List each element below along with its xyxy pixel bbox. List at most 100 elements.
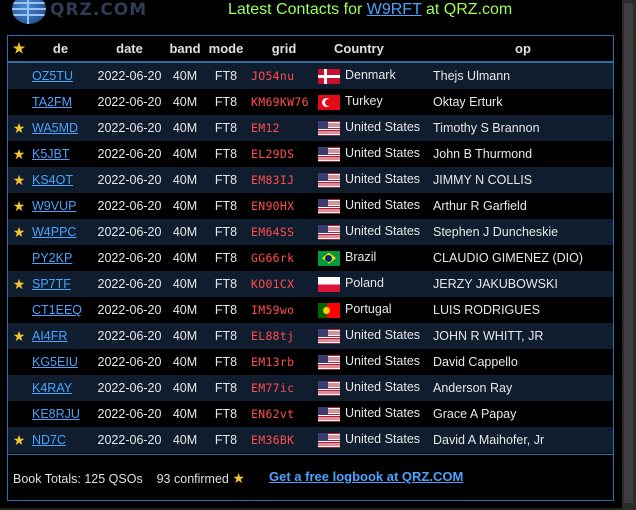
grid-cell: EN62vt (251, 407, 295, 421)
star-icon: ★ (232, 470, 245, 486)
op-cell: Timothy S Brannon (433, 121, 540, 135)
country-cell: United States (318, 193, 433, 219)
callsign-link[interactable]: AI4FR (32, 329, 68, 343)
flag-icon (318, 276, 340, 292)
confirmed-cell: ★ (8, 115, 30, 141)
callsign-link[interactable]: K4RAY (32, 381, 73, 395)
country-cell: Poland (318, 271, 433, 297)
callsign-link[interactable]: WA5MD (32, 121, 79, 135)
op-cell: JERZY JAKUBOWSKI (433, 277, 558, 291)
date-cell: 2022-06-20 (97, 277, 162, 291)
qrz-logo[interactable]: QRZ.COM (12, 0, 152, 24)
contacts-table: ★ de date band mode grid Country op OZ5T… (8, 36, 613, 453)
callsign-link[interactable]: CT1EEQ (32, 303, 83, 317)
callsign-cell: K4RAY (30, 375, 91, 401)
callsign-link[interactable]: ND7C (32, 433, 67, 447)
band-cell: 40M (172, 381, 198, 395)
grid-cell: EM13rb (251, 355, 295, 369)
mode-cell: FT8 (214, 303, 238, 317)
callsign-link[interactable]: W9RFT (366, 1, 422, 18)
callsign-link[interactable]: KS4OT (32, 173, 73, 187)
mode-cell: FT8 (214, 277, 238, 291)
star-icon: ★ (12, 145, 26, 162)
country-cell: United States (318, 323, 433, 349)
mode-cell: FT8 (214, 147, 238, 161)
confirmed-cell: ★ (8, 427, 30, 453)
flag-icon (318, 380, 340, 396)
callsign-cell: W4PPC (30, 219, 91, 245)
col-header-country: Country (334, 41, 384, 56)
country-cell: United States (318, 141, 433, 167)
col-header-op: op (515, 41, 531, 56)
scrollbar-thumb[interactable] (624, 3, 633, 503)
country-name: United States (345, 224, 421, 239)
callsign-cell: SP7TF (30, 271, 91, 297)
callsign-link[interactable]: W4PPC (32, 225, 77, 239)
country-name: Poland (345, 276, 384, 291)
date-cell: 2022-06-20 (97, 407, 162, 421)
totals-count: Book Totals: 125 QSOs (13, 472, 143, 486)
date-cell: 2022-06-20 (97, 433, 162, 447)
callsign-link[interactable]: PY2KP (32, 251, 73, 265)
title-suffix: at QRZ.com (426, 1, 513, 18)
callsign-link[interactable]: K5JBT (32, 147, 70, 161)
table-row: ★ KS4OT 2022-06-20 40M FT8 EM83IJ United State… (8, 167, 613, 193)
op-cell: JOHN R WHITT, JR (433, 329, 544, 343)
free-logbook-link[interactable]: Get a free logbook at QRZ.COM (269, 469, 464, 484)
date-cell: 2022-06-20 (97, 355, 162, 369)
callsign-link[interactable]: KE8RJU (32, 407, 80, 421)
table-body: OZ5TU 2022-06-20 40M FT8 JO54nu Denmark Thejs … (8, 62, 613, 453)
vertical-scrollbar[interactable] (622, 0, 636, 510)
confirmed-cell (8, 245, 30, 271)
date-cell: 2022-06-20 (97, 95, 162, 109)
date-cell: 2022-06-20 (97, 173, 162, 187)
flag-icon (318, 94, 340, 110)
band-cell: 40M (172, 69, 198, 83)
date-cell: 2022-06-20 (97, 381, 162, 395)
table-row: ★ AI4FR 2022-06-20 40M FT8 EL88tj United State… (8, 323, 613, 349)
band-cell: 40M (172, 303, 198, 317)
confirmed-cell: ★ (8, 141, 30, 167)
date-cell: 2022-06-20 (97, 225, 162, 239)
callsign-link[interactable]: SP7TF (32, 277, 71, 291)
op-cell: John B Thurmond (433, 147, 533, 161)
band-cell: 40M (172, 147, 198, 161)
country-name: United States (345, 406, 421, 421)
star-icon: ★ (12, 40, 26, 56)
country-cell: Denmark (318, 62, 433, 89)
country-cell: United States (318, 115, 433, 141)
table-row: ★ W4PPC 2022-06-20 40M FT8 EM64SS United State… (8, 219, 613, 245)
star-icon: ★ (12, 223, 26, 240)
op-cell: Arthur R Garfield (433, 199, 527, 213)
band-cell: 40M (172, 329, 198, 343)
callsign-link[interactable]: KG5EIU (32, 355, 78, 369)
confirmed-count: 93 confirmed (156, 472, 229, 486)
mode-cell: FT8 (214, 355, 238, 369)
book-totals: Book Totals: 125 QSOs 93 confirmed ★ (13, 470, 245, 487)
callsign-link[interactable]: TA2FM (32, 95, 73, 109)
star-icon: ★ (12, 431, 26, 448)
grid-cell: EM77ic (251, 381, 295, 395)
grid-cell: EM83IJ (251, 173, 295, 187)
mode-cell: FT8 (214, 69, 238, 83)
col-header-de: de (52, 41, 69, 56)
callsign-cell: TA2FM (30, 89, 91, 115)
date-cell: 2022-06-20 (97, 199, 162, 213)
mode-cell: FT8 (214, 95, 238, 109)
mode-cell: FT8 (214, 225, 238, 239)
table-row: ★ K5JBT 2022-06-20 40M FT8 EL29DS United State… (8, 141, 613, 167)
confirmed-cell: ★ (8, 193, 30, 219)
grid-cell: EM12 (251, 121, 280, 135)
op-cell: Stephen J Duncheskie (433, 225, 559, 239)
mode-cell: FT8 (214, 407, 238, 421)
country-name: Brazil (345, 250, 377, 265)
band-cell: 40M (172, 95, 198, 109)
callsign-link[interactable]: W9VUP (32, 199, 77, 213)
contacts-widget: QRZ.COM Latest Contacts for W9RFT at QRZ… (0, 0, 623, 508)
mode-cell: FT8 (214, 173, 238, 187)
band-cell: 40M (172, 251, 198, 265)
flag-icon (318, 120, 340, 136)
flag-icon (318, 302, 340, 318)
country-name: United States (345, 328, 421, 343)
callsign-link[interactable]: OZ5TU (32, 69, 73, 83)
